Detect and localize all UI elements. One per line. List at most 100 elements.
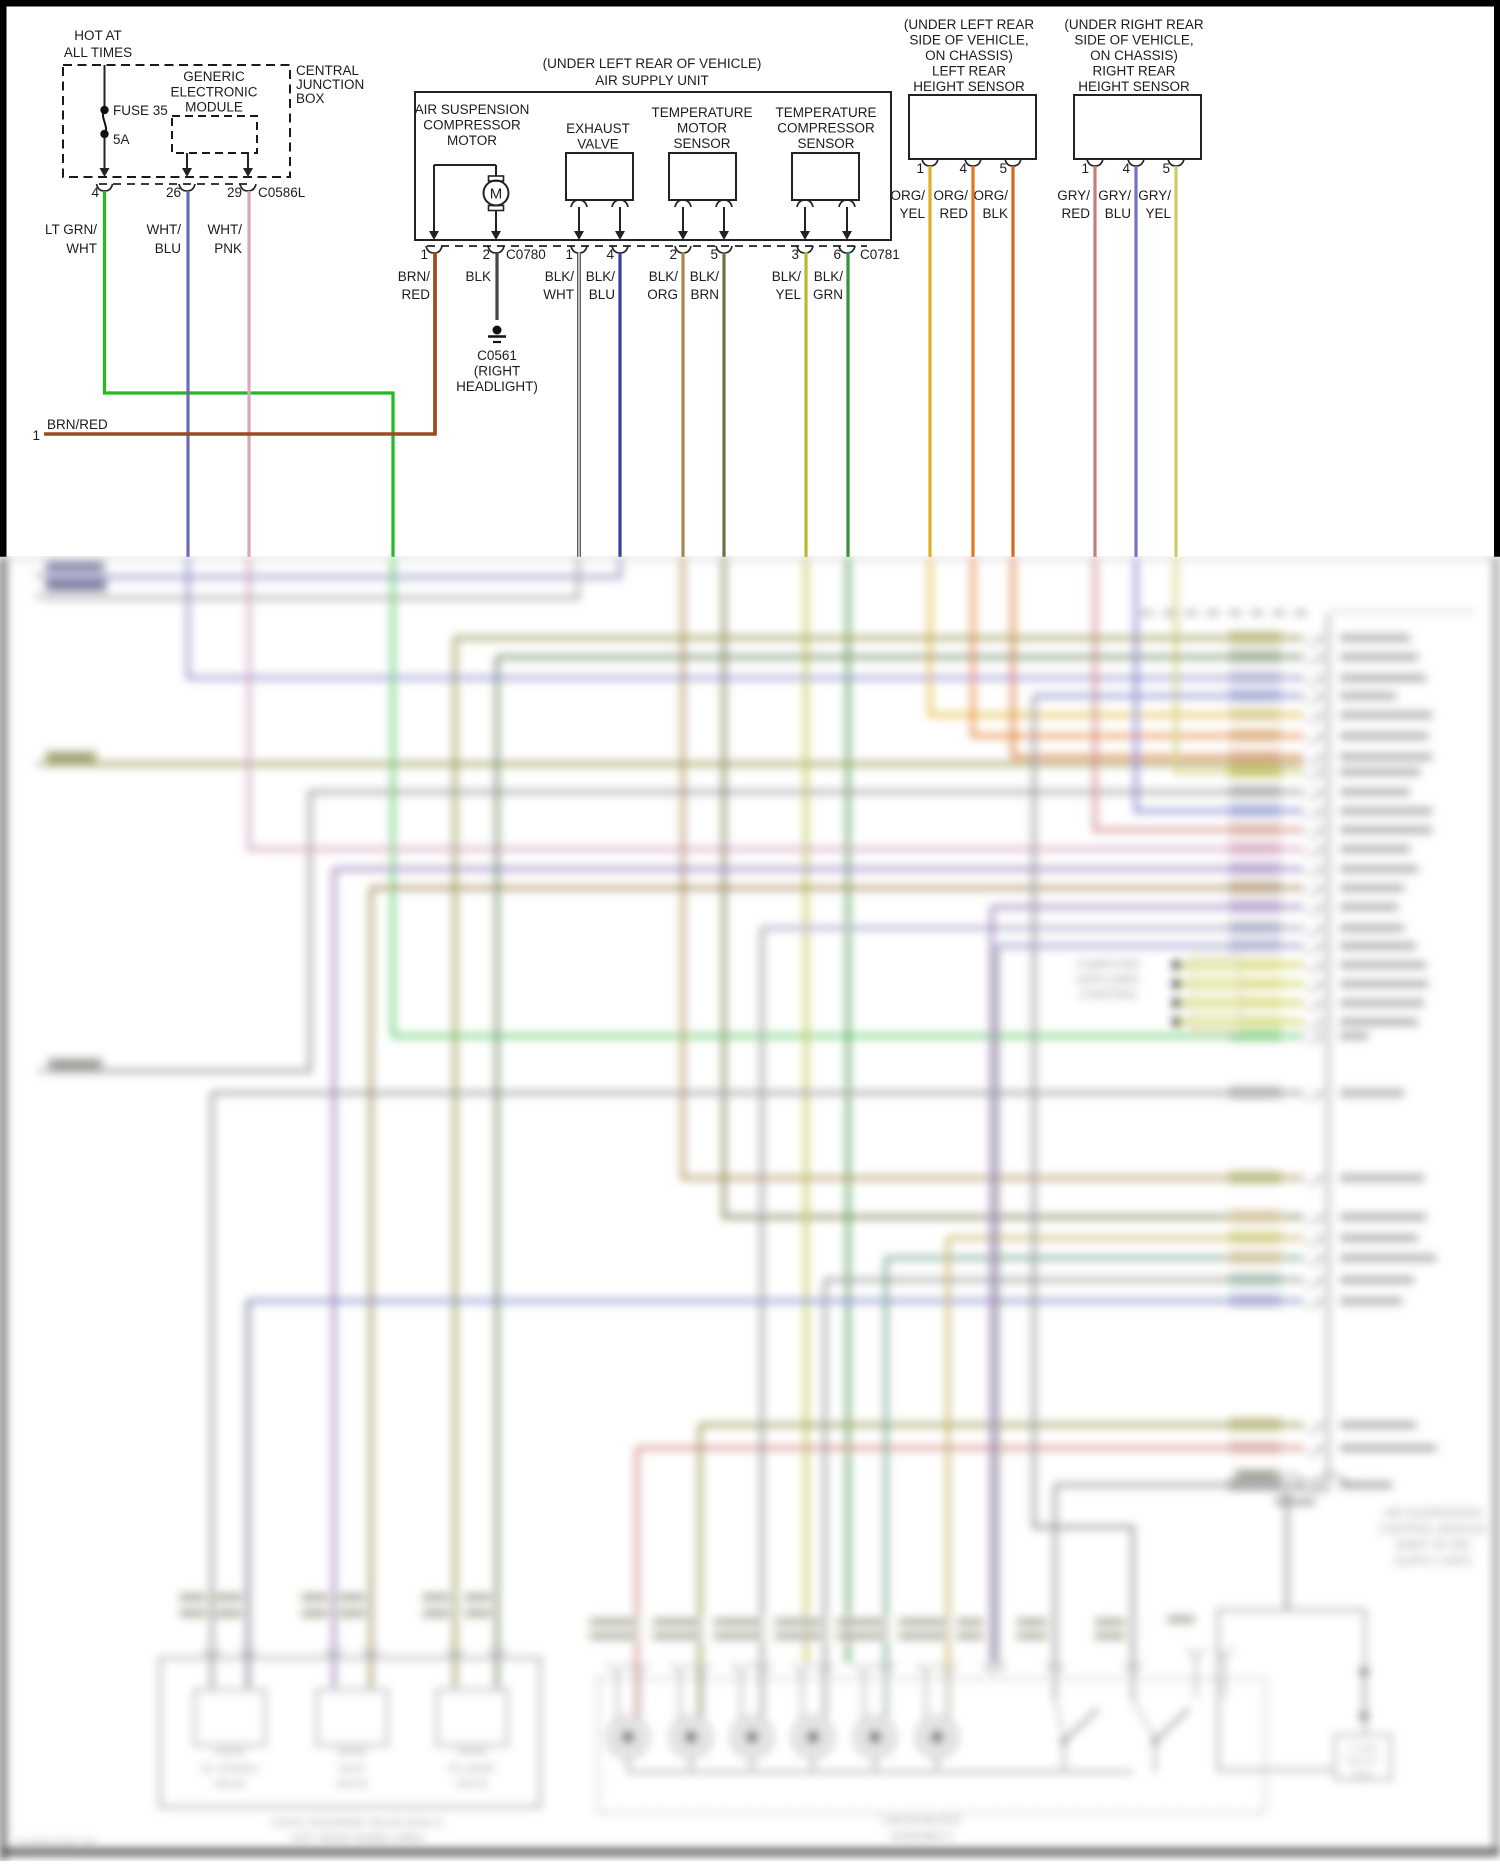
svg-text:ON CHASSIS): ON CHASSIS)	[925, 48, 1013, 63]
svg-text:YEL: YEL	[1145, 206, 1171, 221]
svg-text:VALVE: VALVE	[456, 1778, 488, 1790]
svg-text:MOTOR: MOTOR	[447, 133, 497, 148]
svg-text:29: 29	[227, 185, 242, 200]
svg-text:RIGHT: RIGHT	[1347, 1757, 1378, 1768]
svg-text:6: 6	[833, 247, 841, 262]
svg-text:BLK/: BLK/	[772, 269, 802, 284]
svg-text:5: 5	[710, 247, 718, 262]
svg-text:LEFT REAR: LEFT REAR	[932, 64, 1006, 79]
svg-text:BLK/: BLK/	[586, 269, 616, 284]
svg-text:COMPRESSOR: COMPRESSOR	[423, 118, 521, 133]
svg-text:(UNDER LEFT REAR OF VEHICLE): (UNDER LEFT REAR OF VEHICLE)	[543, 56, 762, 71]
svg-text:C1088: C1088	[1348, 1744, 1378, 1755]
svg-text:5: 5	[1162, 161, 1170, 176]
svg-text:SUPPLY UNIT): SUPPLY UNIT)	[1394, 1556, 1472, 1568]
svg-text:TEMPERATURE: TEMPERATURE	[651, 105, 752, 120]
svg-text:1: 1	[565, 247, 573, 262]
svg-text:VALVE: VALVE	[577, 137, 619, 152]
svg-text:RL DAMP: RL DAMP	[449, 1763, 495, 1775]
svg-text:ORG/: ORG/	[890, 188, 925, 203]
svg-text:C0781: C0781	[860, 247, 900, 262]
svg-text:CENTRAL: CENTRAL	[296, 63, 360, 78]
svg-text:BRN: BRN	[690, 287, 719, 302]
svg-text:RED: RED	[939, 206, 968, 221]
svg-text:BLK/: BLK/	[814, 269, 844, 284]
svg-text:MOTOR: MOTOR	[677, 121, 727, 136]
svg-text:26: 26	[166, 185, 181, 200]
svg-text:ALL TIMES: ALL TIMES	[64, 45, 132, 60]
svg-text:WHT: WHT	[543, 287, 574, 302]
svg-text:ASSEMBLY): ASSEMBLY)	[891, 1831, 953, 1843]
svg-text:1: 1	[32, 428, 40, 443]
svg-text:RED: RED	[401, 287, 430, 302]
svg-text:ON CHASSIS): ON CHASSIS)	[1090, 48, 1178, 63]
svg-text:ORG/: ORG/	[933, 188, 968, 203]
svg-text:ORG/: ORG/	[973, 188, 1008, 203]
svg-text:WHT: WHT	[66, 241, 97, 256]
svg-text:DATA LINES: DATA LINES	[1077, 974, 1139, 986]
svg-text:AIR SUSPENSION: AIR SUSPENSION	[415, 102, 530, 117]
svg-text:RL SPRING: RL SPRING	[202, 1763, 258, 1775]
svg-text:C0561: C0561	[477, 348, 517, 363]
svg-text:C0586L: C0586L	[258, 185, 306, 200]
svg-text:LT GRN/: LT GRN/	[45, 222, 97, 237]
svg-text:1: 1	[420, 247, 428, 262]
svg-text:BLK: BLK	[465, 269, 491, 284]
svg-text:GRY/: GRY/	[1098, 188, 1131, 203]
svg-text:HOT AT: HOT AT	[74, 28, 122, 43]
svg-text:JUNCTION: JUNCTION	[296, 77, 364, 92]
svg-text:(RIGHT: (RIGHT	[474, 364, 521, 379]
svg-text:VALVE: VALVE	[214, 1778, 246, 1790]
svg-text:GRN: GRN	[813, 287, 843, 302]
svg-text:TEMPERATURE: TEMPERATURE	[775, 105, 876, 120]
svg-text:(PART OF AIR: (PART OF AIR	[1396, 1540, 1470, 1552]
svg-text:1: 1	[916, 161, 924, 176]
svg-text:BLK: BLK	[982, 206, 1008, 221]
svg-text:HEADLIGHT): HEADLIGHT)	[456, 379, 538, 394]
svg-text:SENSOR: SENSOR	[673, 136, 730, 151]
svg-text:AIR SUSPENSION: AIR SUSPENSION	[1384, 1508, 1482, 1520]
svg-text:4: 4	[91, 185, 99, 200]
svg-text:BLK/: BLK/	[649, 269, 679, 284]
svg-text:(XXXX SOLENOID VALVE ASSLY): (XXXX SOLENOID VALVE ASSLY)	[272, 1817, 443, 1829]
svg-text:LEFT REAR WHEEL AREA: LEFT REAR WHEEL AREA	[290, 1833, 425, 1845]
svg-text:ORG: ORG	[647, 287, 678, 302]
svg-text:EXHAUST: EXHAUST	[566, 121, 630, 136]
svg-text:troublecodes.net: troublecodes.net	[15, 1837, 96, 1849]
svg-text:SENSOR: SENSOR	[797, 136, 854, 151]
svg-text:RED: RED	[1061, 206, 1090, 221]
svg-text:VENT: VENT	[338, 1763, 367, 1775]
svg-text:BLU: BLU	[589, 287, 615, 302]
svg-text:BLU: BLU	[1105, 206, 1131, 221]
svg-text:WHT/: WHT/	[147, 222, 182, 237]
svg-text:YEL: YEL	[899, 206, 925, 221]
svg-text:C0780: C0780	[506, 247, 546, 262]
svg-text:GRY/: GRY/	[1057, 188, 1090, 203]
svg-text:VALVE: VALVE	[336, 1778, 368, 1790]
svg-text:BRN/: BRN/	[398, 269, 431, 284]
svg-text:1: 1	[1081, 161, 1089, 176]
svg-text:SOL: SOL	[1353, 1770, 1373, 1781]
svg-text:5A: 5A	[113, 132, 130, 147]
svg-text:2: 2	[482, 247, 490, 262]
svg-text:4: 4	[959, 161, 967, 176]
svg-text:BLK/: BLK/	[545, 269, 575, 284]
svg-text:HEIGHT SENSOR: HEIGHT SENSOR	[1078, 79, 1190, 94]
svg-text:FUSE 35: FUSE 35	[113, 103, 168, 118]
svg-text:COMPUTER: COMPUTER	[1077, 959, 1140, 971]
svg-text:COMPRESSOR: COMPRESSOR	[777, 121, 875, 136]
svg-text:SIDE OF VEHICLE,: SIDE OF VEHICLE,	[909, 33, 1028, 48]
svg-text:4: 4	[1122, 161, 1130, 176]
svg-text:(UNDER RIGHT REAR: (UNDER RIGHT REAR	[1064, 17, 1204, 32]
svg-text:M: M	[490, 186, 503, 203]
svg-text:2: 2	[669, 247, 677, 262]
svg-text:PNK: PNK	[214, 241, 242, 256]
svg-text:(VALVE BLOCK: (VALVE BLOCK	[883, 1815, 962, 1827]
svg-text:5: 5	[999, 161, 1007, 176]
svg-text:BLU: BLU	[155, 241, 181, 256]
svg-text:HEIGHT SENSOR: HEIGHT SENSOR	[913, 79, 1025, 94]
svg-text:BOX: BOX	[296, 91, 325, 106]
svg-text:WHT/: WHT/	[208, 222, 243, 237]
svg-text:AIR SUPPLY UNIT: AIR SUPPLY UNIT	[595, 73, 709, 88]
svg-text:BLK/: BLK/	[690, 269, 720, 284]
